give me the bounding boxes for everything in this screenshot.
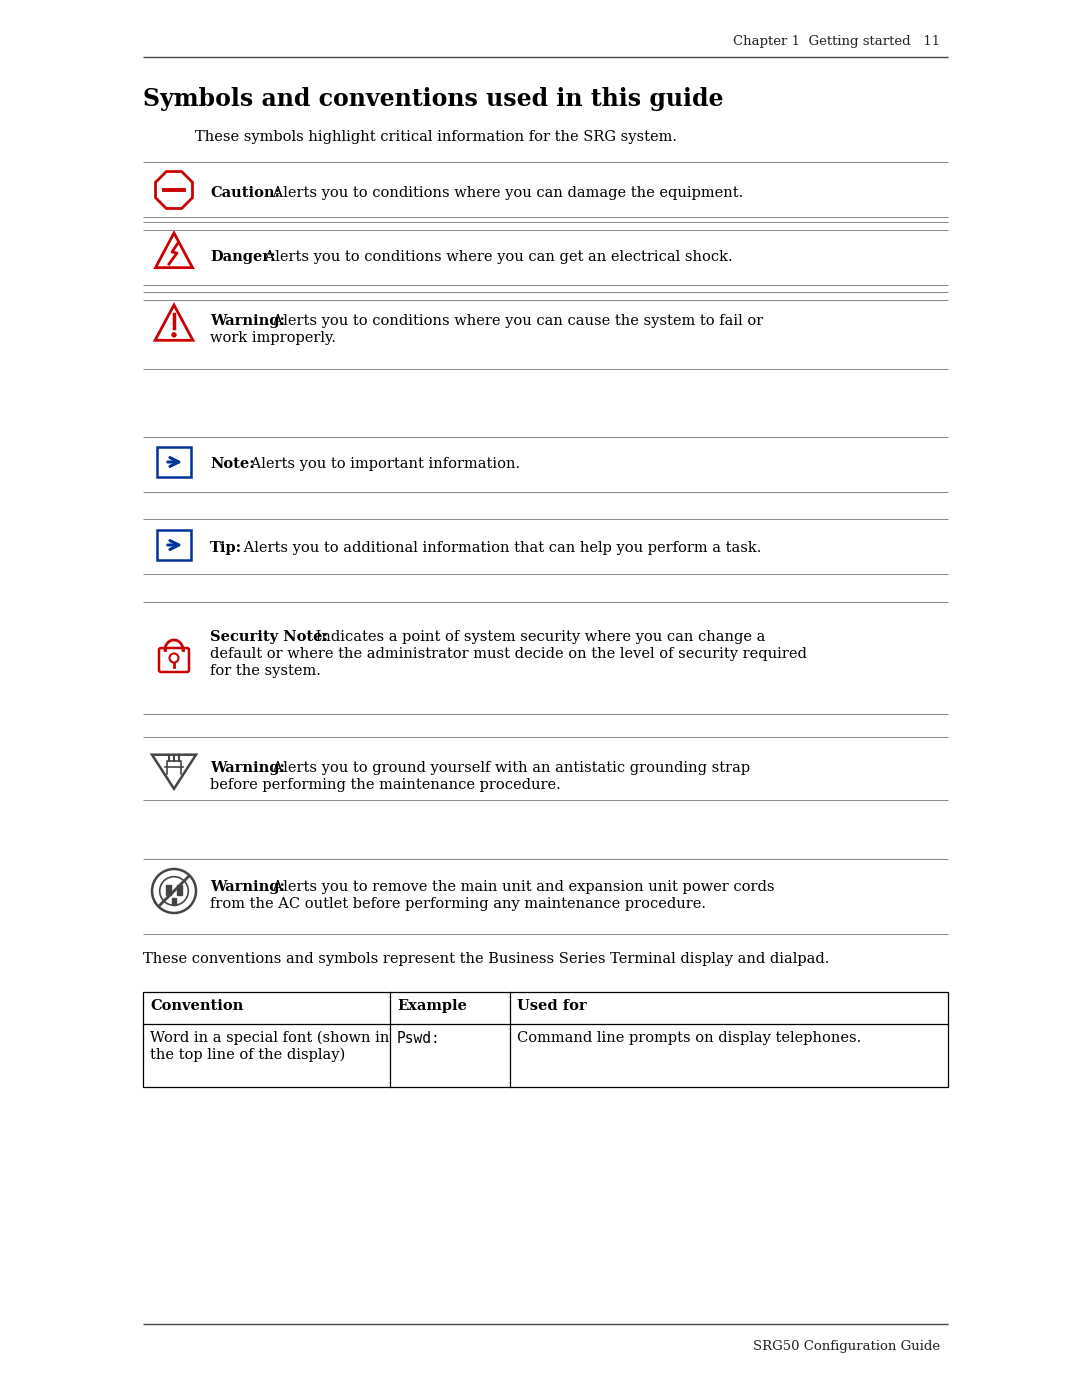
Circle shape bbox=[172, 332, 176, 337]
Polygon shape bbox=[156, 172, 192, 208]
Circle shape bbox=[152, 869, 195, 914]
Text: Warning:: Warning: bbox=[210, 761, 285, 775]
Text: Caution:: Caution: bbox=[210, 186, 280, 200]
Bar bbox=[166, 886, 171, 895]
Text: Tip:: Tip: bbox=[210, 541, 242, 555]
Text: SRG50 Configuration Guide: SRG50 Configuration Guide bbox=[753, 1340, 940, 1354]
Polygon shape bbox=[156, 305, 193, 341]
Text: Word in a special font (shown in: Word in a special font (shown in bbox=[150, 1031, 390, 1045]
Text: Alerts you to important information.: Alerts you to important information. bbox=[246, 457, 521, 471]
Text: Security Note:: Security Note: bbox=[210, 630, 328, 644]
Text: Example: Example bbox=[397, 999, 467, 1013]
Text: Alerts you to ground yourself with an antistatic grounding strap: Alerts you to ground yourself with an an… bbox=[268, 761, 750, 775]
Text: Danger:: Danger: bbox=[210, 250, 275, 264]
Text: Pswd:: Pswd: bbox=[397, 1031, 441, 1046]
Text: from the AC outlet before performing any maintenance procedure.: from the AC outlet before performing any… bbox=[210, 897, 706, 911]
Text: Alerts you to additional information that can help you perform a task.: Alerts you to additional information tha… bbox=[239, 541, 761, 555]
FancyBboxPatch shape bbox=[159, 648, 189, 672]
Circle shape bbox=[170, 654, 178, 662]
Text: work improperly.: work improperly. bbox=[210, 331, 336, 345]
Text: Indicates a point of system security where you can change a: Indicates a point of system security whe… bbox=[311, 630, 765, 644]
Text: Convention: Convention bbox=[150, 999, 243, 1013]
FancyBboxPatch shape bbox=[157, 529, 191, 560]
Text: Alerts you to conditions where you can get an electrical shock.: Alerts you to conditions where you can g… bbox=[260, 250, 733, 264]
Polygon shape bbox=[156, 233, 192, 268]
Text: default or where the administrator must decide on the level of security required: default or where the administrator must … bbox=[210, 647, 807, 661]
Circle shape bbox=[160, 877, 188, 905]
Text: Command line prompts on display telephones.: Command line prompts on display telephon… bbox=[517, 1031, 861, 1045]
Text: Symbols and conventions used in this guide: Symbols and conventions used in this gui… bbox=[143, 87, 724, 110]
Bar bbox=[172, 898, 176, 905]
Bar bbox=[143, 992, 948, 1087]
Text: These conventions and symbols represent the Business Series Terminal display and: These conventions and symbols represent … bbox=[143, 951, 829, 965]
Text: Alerts you to remove the main unit and expansion unit power cords: Alerts you to remove the main unit and e… bbox=[268, 880, 774, 894]
Text: Warning:: Warning: bbox=[210, 314, 285, 328]
FancyBboxPatch shape bbox=[157, 447, 191, 476]
Text: Note:: Note: bbox=[210, 457, 255, 471]
Text: Warning:: Warning: bbox=[210, 880, 285, 894]
Text: These symbols highlight critical information for the SRG system.: These symbols highlight critical informa… bbox=[195, 130, 677, 144]
Text: Alerts you to conditions where you can damage the equipment.: Alerts you to conditions where you can d… bbox=[268, 186, 743, 200]
Text: before performing the maintenance procedure.: before performing the maintenance proced… bbox=[210, 778, 561, 792]
Text: Chapter 1  Getting started   11: Chapter 1 Getting started 11 bbox=[733, 35, 940, 47]
Text: the top line of the display): the top line of the display) bbox=[150, 1048, 346, 1062]
Bar bbox=[177, 886, 183, 895]
Text: Used for: Used for bbox=[517, 999, 586, 1013]
Text: for the system.: for the system. bbox=[210, 664, 321, 678]
Polygon shape bbox=[152, 754, 195, 789]
Text: Alerts you to conditions where you can cause the system to fail or: Alerts you to conditions where you can c… bbox=[268, 314, 762, 328]
